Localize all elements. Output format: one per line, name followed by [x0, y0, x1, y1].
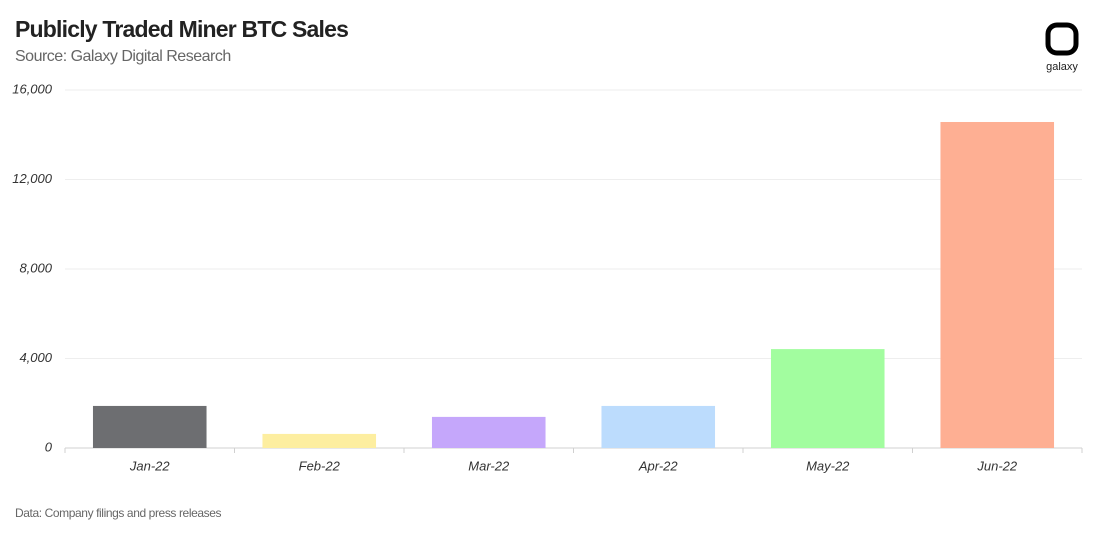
bar	[770, 349, 885, 448]
footnote: Data: Company filings and press releases	[15, 506, 222, 520]
logo-icon	[1045, 22, 1079, 56]
y-tick-label: 0	[45, 439, 53, 454]
y-tick-label: 16,000	[12, 81, 53, 96]
bar	[262, 433, 377, 448]
x-tick-label: Apr-22	[638, 458, 679, 473]
bar	[940, 121, 1055, 448]
x-tick-label: Jan-22	[129, 458, 171, 473]
x-tick-label: Mar-22	[468, 458, 510, 473]
chart-subtitle: Source: Galaxy Digital Research	[15, 48, 231, 65]
x-tick-label: May-22	[806, 458, 850, 473]
bar	[601, 405, 716, 448]
y-tick-label: 12,000	[12, 171, 53, 186]
chart-title: Publicly Traded Miner BTC Sales	[15, 16, 348, 42]
bar	[431, 416, 546, 448]
x-tick-label: Jun-22	[976, 458, 1018, 473]
logo-text: galaxy	[1046, 61, 1078, 73]
y-tick-label: 8,000	[19, 260, 52, 275]
bar	[92, 405, 207, 448]
y-tick-label: 4,000	[19, 350, 52, 365]
x-tick-label: Feb-22	[299, 458, 341, 473]
